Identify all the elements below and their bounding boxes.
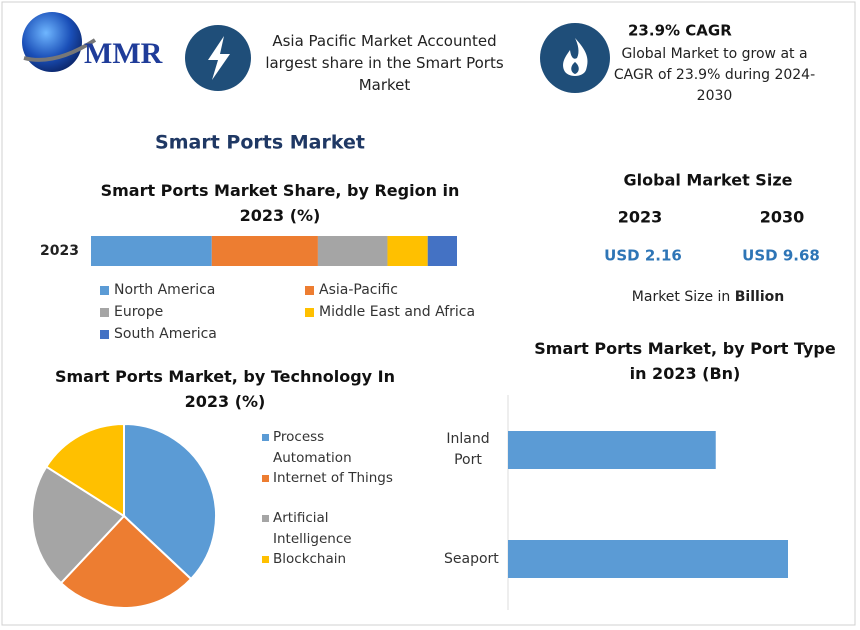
market-value: USD 9.68 bbox=[742, 247, 820, 265]
category-label: Seaport bbox=[412, 536, 499, 582]
legend-swatch bbox=[305, 308, 314, 317]
logo-swoosh bbox=[23, 38, 97, 62]
unit-prefix: Market Size in bbox=[632, 289, 731, 305]
icon-flame bbox=[563, 38, 588, 76]
logo-text: MMR bbox=[84, 37, 163, 70]
legend-label: Middle East and Africa bbox=[319, 304, 476, 320]
legend-swatch bbox=[262, 515, 269, 522]
bar bbox=[508, 431, 716, 469]
legend-swatch bbox=[305, 286, 314, 295]
pie-slice bbox=[59, 514, 193, 609]
cagr-title: 23.9% CAGR bbox=[628, 22, 732, 40]
bar-segment bbox=[211, 236, 318, 266]
icon-flame-bg bbox=[540, 23, 610, 93]
bar-segment bbox=[427, 236, 457, 266]
legend-label: South America bbox=[114, 326, 217, 342]
icon-bolt bbox=[208, 36, 230, 80]
unit-note: Market Size in Billion bbox=[632, 289, 784, 305]
legend-label: Artificial Intelligence bbox=[273, 510, 352, 547]
pie-slice bbox=[44, 422, 125, 518]
main-title: Smart Ports Market bbox=[155, 132, 365, 154]
legend-swatch bbox=[262, 556, 269, 563]
pie-slice bbox=[31, 465, 126, 585]
legend-label: Blockchain bbox=[273, 551, 347, 567]
category-text: Inland Port bbox=[446, 431, 490, 468]
year: 2023 bbox=[618, 208, 663, 227]
year: 2030 bbox=[760, 208, 805, 227]
legend-swatch bbox=[262, 475, 269, 482]
legend-label: North America bbox=[114, 282, 216, 298]
bar bbox=[508, 540, 788, 578]
category-label: Inland Port bbox=[412, 427, 492, 473]
legend-swatch bbox=[100, 286, 109, 295]
bar-segment bbox=[91, 236, 212, 266]
category-label: 2023 bbox=[40, 243, 79, 259]
unit: Billion bbox=[735, 289, 784, 305]
legend-swatch bbox=[262, 434, 269, 441]
cagr-text: Global Market to grow at a CAGR of 23.9%… bbox=[613, 46, 816, 104]
legend-label: Europe bbox=[114, 304, 164, 320]
chart-title: Smart Ports Market Share, by Region in 2… bbox=[100, 181, 460, 225]
bar-segment bbox=[387, 236, 428, 266]
chart-title: Smart Ports Market, by Port Type in 2023… bbox=[534, 339, 836, 383]
icon-flame-core bbox=[571, 62, 579, 74]
legend-swatch bbox=[100, 308, 109, 317]
market-size-title: Global Market Size bbox=[624, 171, 793, 190]
logo-globe bbox=[22, 12, 82, 72]
legend-swatch bbox=[100, 330, 109, 339]
legend-label: Process Automation bbox=[273, 429, 352, 466]
legend-label: Asia-Pacific bbox=[319, 282, 398, 298]
pie-slice bbox=[123, 422, 217, 581]
legend-label: Internet of Things bbox=[273, 470, 393, 486]
chart-title: Smart Ports Market, by Technology In 202… bbox=[54, 367, 396, 411]
bar-segment bbox=[317, 236, 388, 266]
category-text: Seaport bbox=[444, 550, 499, 567]
market-value: USD 2.16 bbox=[604, 247, 682, 265]
highlight-text: Asia Pacific Market Accounted largest sh… bbox=[265, 32, 504, 94]
